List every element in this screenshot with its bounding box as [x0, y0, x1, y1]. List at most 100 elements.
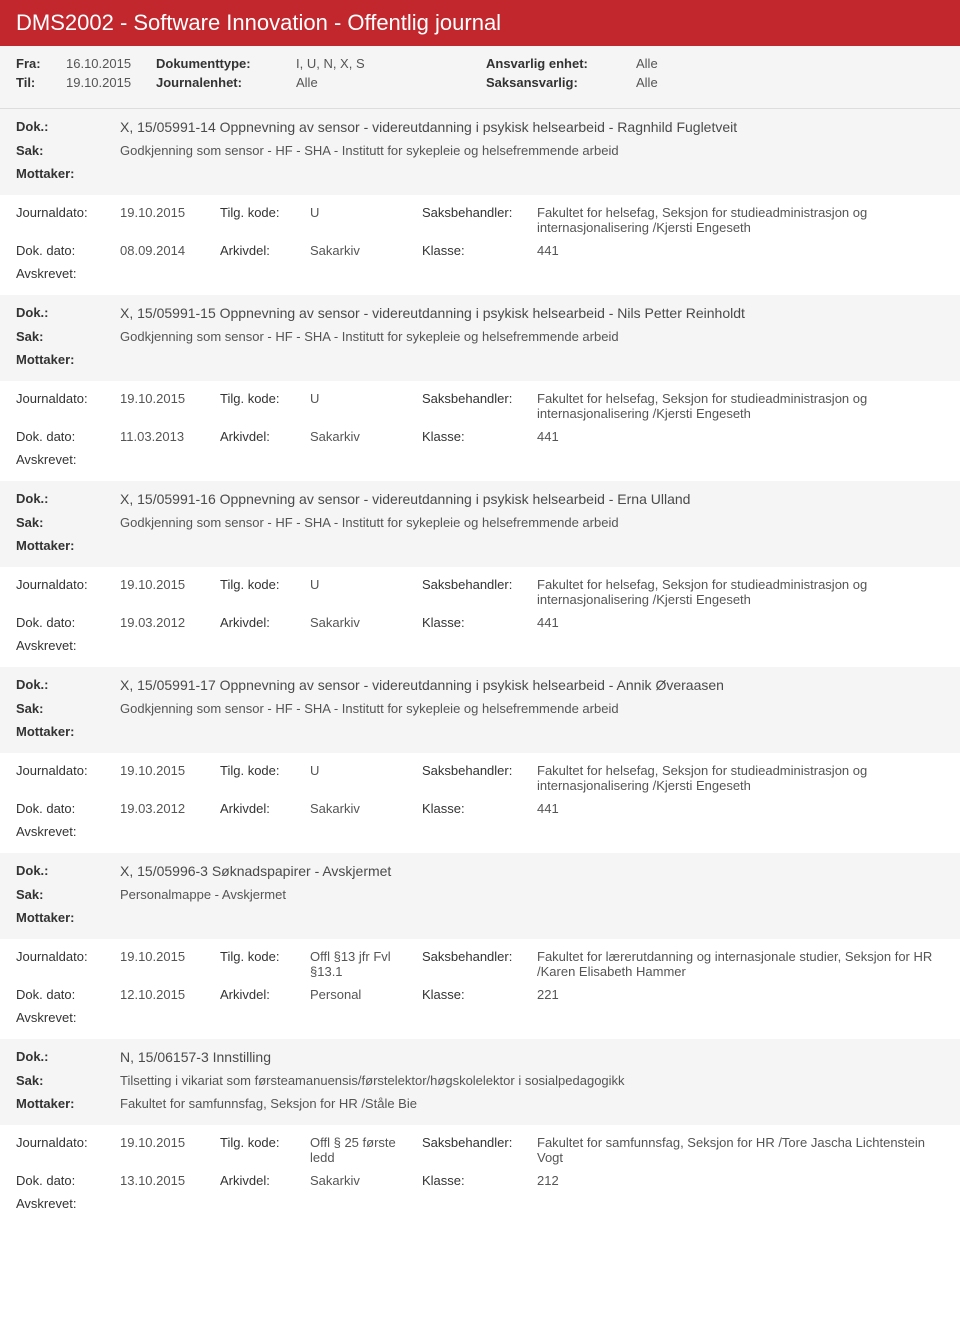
arkivdel-label: Arkivdel: [220, 615, 310, 630]
fra-label: Fra: [16, 56, 66, 71]
mottaker-text: Fakultet for samfunnsfag, Seksjon for HR… [120, 1096, 944, 1111]
fra-value: 16.10.2015 [66, 56, 156, 71]
sak-label: Sak: [16, 887, 120, 902]
journaldato-value: 19.10.2015 [120, 1135, 220, 1150]
sak-text: Godkjenning som sensor - HF - SHA - Inst… [120, 515, 944, 530]
tilgkode-value: Offl § 25 første ledd [310, 1135, 422, 1165]
tilgkode-label: Tilg. kode: [220, 391, 310, 406]
record-header: Dok.:X, 15/05991-16 Oppnevning av sensor… [0, 481, 960, 567]
journaldato-value: 19.10.2015 [120, 577, 220, 592]
sak-text: Godkjenning som sensor - HF - SHA - Inst… [120, 701, 944, 716]
arkivdel-label: Arkivdel: [220, 1173, 310, 1188]
sak-label: Sak: [16, 515, 120, 530]
mottaker-label: Mottaker: [16, 352, 120, 367]
dok-label: Dok.: [16, 491, 120, 507]
arkivdel-value: Sakarkiv [310, 801, 422, 816]
saksbehandler-label: Saksbehandler: [422, 577, 537, 592]
journaldato-label: Journaldato: [16, 1135, 120, 1150]
record-details: Journaldato:19.10.2015Tilg. kode:Offl § … [0, 1125, 960, 1225]
saksbehandler-label: Saksbehandler: [422, 205, 537, 220]
klasse-value: 441 [537, 801, 944, 816]
tilgkode-value: U [310, 577, 422, 592]
journaldato-label: Journaldato: [16, 391, 120, 406]
saksansvarlig-value: Alle [636, 75, 658, 90]
saksbehandler-label: Saksbehandler: [422, 763, 537, 778]
saksbehandler-label: Saksbehandler: [422, 391, 537, 406]
dokdato-value: 12.10.2015 [120, 987, 220, 1002]
record-header: Dok.:X, 15/05991-17 Oppnevning av sensor… [0, 667, 960, 753]
sak-label: Sak: [16, 329, 120, 344]
mottaker-text [120, 166, 944, 181]
dok-text: X, 15/05991-17 Oppnevning av sensor - vi… [120, 677, 944, 693]
arkivdel-label: Arkivdel: [220, 987, 310, 1002]
saksbehandler-value: Fakultet for helsefag, Seksjon for studi… [537, 577, 944, 607]
journaldato-value: 19.10.2015 [120, 763, 220, 778]
mottaker-text [120, 910, 944, 925]
dokdato-value: 13.10.2015 [120, 1173, 220, 1188]
mottaker-label: Mottaker: [16, 910, 120, 925]
saksansvarlig-label: Saksansvarlig: [486, 75, 636, 90]
mottaker-text [120, 352, 944, 367]
dok-label: Dok.: [16, 305, 120, 321]
arkivdel-label: Arkivdel: [220, 429, 310, 444]
arkivdel-value: Sakarkiv [310, 1173, 422, 1188]
dokdato-label: Dok. dato: [16, 429, 120, 444]
dok-label: Dok.: [16, 119, 120, 135]
saksbehandler-value: Fakultet for helsefag, Seksjon for studi… [537, 763, 944, 793]
dokdato-value: 19.03.2012 [120, 615, 220, 630]
klasse-label: Klasse: [422, 243, 537, 258]
journaldato-label: Journaldato: [16, 949, 120, 964]
dokdato-label: Dok. dato: [16, 1173, 120, 1188]
klasse-label: Klasse: [422, 1173, 537, 1188]
record-details: Journaldato:19.10.2015Tilg. kode:Offl §1… [0, 939, 960, 1039]
arkivdel-value: Personal [310, 987, 422, 1002]
record-details: Journaldato:19.10.2015Tilg. kode:USaksbe… [0, 195, 960, 295]
avskrevet-label: Avskrevet: [16, 1196, 120, 1211]
mottaker-label: Mottaker: [16, 724, 120, 739]
dok-text: X, 15/05996-3 Søknadspapirer - Avskjerme… [120, 863, 944, 879]
saksbehandler-value: Fakultet for lærerutdanning og internasj… [537, 949, 944, 979]
klasse-value: 441 [537, 243, 944, 258]
arkivdel-value: Sakarkiv [310, 243, 422, 258]
ansvarlig-label: Ansvarlig enhet: [486, 56, 636, 71]
tilgkode-label: Tilg. kode: [220, 763, 310, 778]
dokdato-label: Dok. dato: [16, 801, 120, 816]
dokdato-label: Dok. dato: [16, 987, 120, 1002]
sak-label: Sak: [16, 1073, 120, 1088]
dok-text: X, 15/05991-15 Oppnevning av sensor - vi… [120, 305, 944, 321]
journaldato-label: Journaldato: [16, 763, 120, 778]
klasse-label: Klasse: [422, 615, 537, 630]
tilgkode-value: U [310, 763, 422, 778]
sak-label: Sak: [16, 143, 120, 158]
saksbehandler-value: Fakultet for helsefag, Seksjon for studi… [537, 391, 944, 421]
saksbehandler-label: Saksbehandler: [422, 949, 537, 964]
journaldato-value: 19.10.2015 [120, 205, 220, 220]
klasse-value: 212 [537, 1173, 944, 1188]
klasse-label: Klasse: [422, 429, 537, 444]
dok-label: Dok.: [16, 863, 120, 879]
klasse-label: Klasse: [422, 987, 537, 1002]
dok-label: Dok.: [16, 677, 120, 693]
tilgkode-label: Tilg. kode: [220, 1135, 310, 1150]
mottaker-label: Mottaker: [16, 166, 120, 181]
avskrevet-label: Avskrevet: [16, 824, 120, 839]
journaldato-value: 19.10.2015 [120, 949, 220, 964]
ansvarlig-value: Alle [636, 56, 658, 71]
record-details: Journaldato:19.10.2015Tilg. kode:USaksbe… [0, 567, 960, 667]
dokdato-value: 19.03.2012 [120, 801, 220, 816]
record-header: Dok.:X, 15/05991-15 Oppnevning av sensor… [0, 295, 960, 381]
sak-text: Personalmappe - Avskjermet [120, 887, 944, 902]
tilgkode-value: Offl §13 jfr Fvl §13.1 [310, 949, 422, 979]
record-details: Journaldato:19.10.2015Tilg. kode:USaksbe… [0, 753, 960, 853]
avskrevet-label: Avskrevet: [16, 266, 120, 281]
journalenhet-value: Alle [296, 75, 426, 90]
doktype-value: I, U, N, X, S [296, 56, 426, 71]
tilgkode-value: U [310, 391, 422, 406]
mottaker-label: Mottaker: [16, 538, 120, 553]
saksbehandler-label: Saksbehandler: [422, 1135, 537, 1150]
klasse-label: Klasse: [422, 801, 537, 816]
dok-text: N, 15/06157-3 Innstilling [120, 1049, 944, 1065]
arkivdel-label: Arkivdel: [220, 801, 310, 816]
klasse-value: 221 [537, 987, 944, 1002]
tilgkode-value: U [310, 205, 422, 220]
